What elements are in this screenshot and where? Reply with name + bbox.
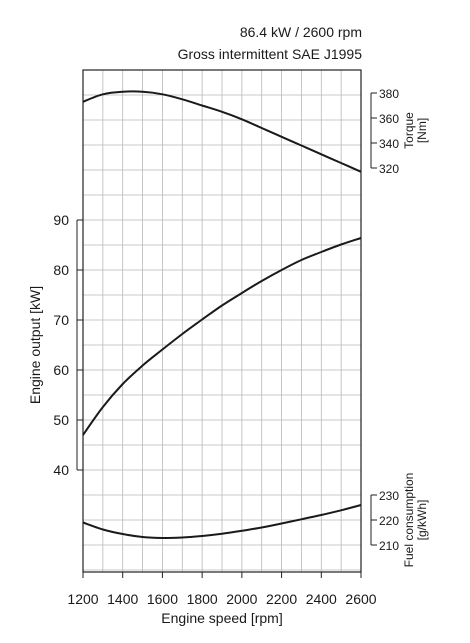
output-tick-label: 70 [53, 312, 69, 328]
plot-frame [82, 69, 362, 573]
x-tick-label: 1400 [107, 591, 138, 607]
x-tick-label: 1200 [67, 591, 98, 607]
fuel-curve [82, 504, 362, 540]
torque-tick-label: 380 [379, 87, 399, 101]
x-tick-label: 2000 [226, 591, 257, 607]
output-curve [82, 237, 362, 436]
output-tick-label: 40 [53, 462, 69, 478]
torque-axis-title: [Nm] [415, 118, 429, 143]
x-tick-label: 2600 [345, 591, 376, 607]
axis-labels: 1200 1400 1600 1800 2000 2200 2400 2600 Engine s… [27, 87, 429, 626]
output-tick-label: 90 [53, 212, 69, 228]
x-tick-label: 2200 [266, 591, 297, 607]
torque-axis-title: Torque [402, 112, 416, 149]
torque-curve [82, 90, 362, 173]
fuel-tick-label: 220 [379, 514, 399, 528]
fuel-axis-title: Fuel consumption [402, 473, 416, 568]
fuel-tick-label: 230 [379, 489, 399, 503]
torque-tick-label: 340 [379, 137, 399, 151]
torque-tick-label: 320 [379, 162, 399, 176]
output-tick-label: 80 [53, 262, 69, 278]
x-tick-label: 1800 [187, 591, 218, 607]
x-tick-label: 2400 [306, 591, 337, 607]
x-tick-label: 1600 [147, 591, 178, 607]
output-tick-label: 50 [53, 412, 69, 428]
fuel-axis-title: [g/kWh] [415, 500, 429, 541]
x-axis-title: Engine speed [rpm] [161, 610, 282, 626]
grid [82, 70, 362, 572]
output-tick-label: 60 [53, 362, 69, 378]
axes [76, 69, 377, 578]
torque-tick-label: 360 [379, 112, 399, 126]
chart-standard: Gross intermittent SAE J1995 [177, 46, 362, 62]
curves [82, 90, 362, 540]
output-axis-title: Engine output [kW] [27, 286, 43, 404]
fuel-tick-label: 210 [379, 539, 399, 553]
chart-rating: 86.4 kW / 2600 rpm [239, 24, 362, 40]
